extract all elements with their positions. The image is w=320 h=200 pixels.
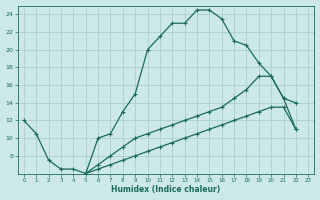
X-axis label: Humidex (Indice chaleur): Humidex (Indice chaleur) — [111, 185, 221, 194]
